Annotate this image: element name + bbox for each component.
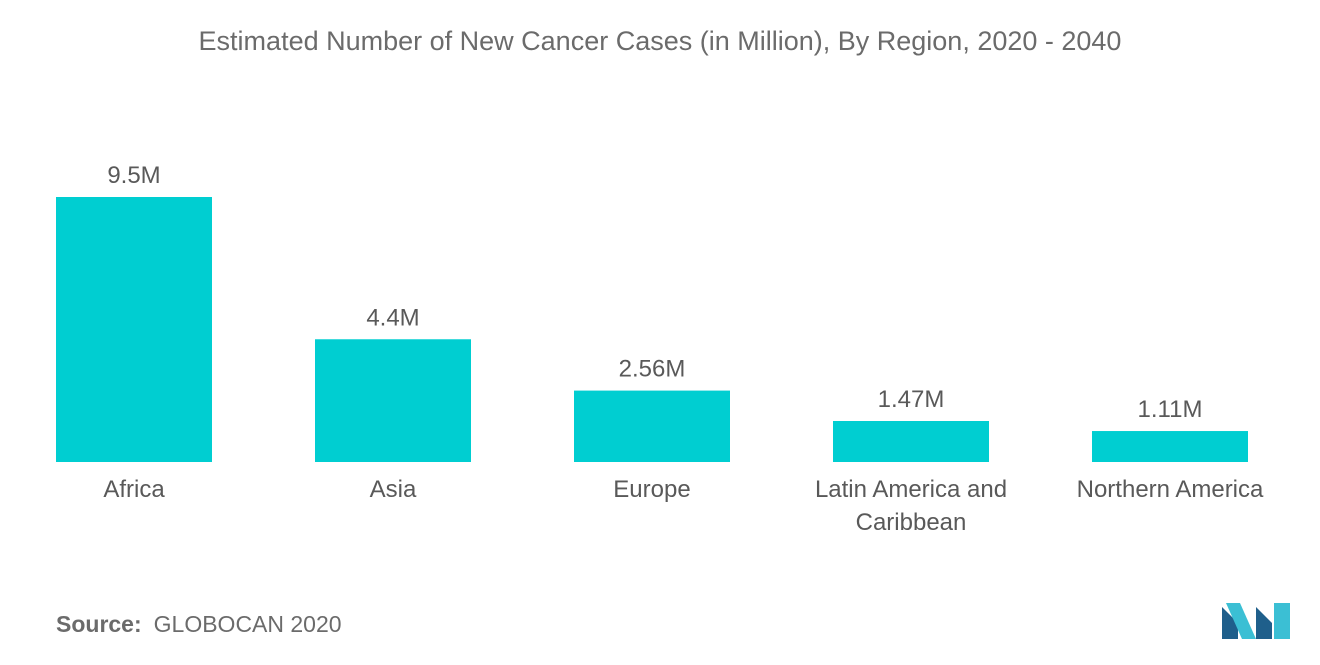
data-label-2: 4.4M (366, 304, 419, 331)
chart-title: Estimated Number of New Cancer Cases (in… (198, 26, 1122, 56)
bar-5 (1092, 431, 1248, 462)
category-label-line: Northern America (1077, 476, 1264, 503)
source-note: Source: GLOBOCAN 2020 (56, 611, 342, 638)
bar-chart: 9.5M 4.4M 2.56M 1.47M 1.11M Africa Asia Europe… (56, 162, 1264, 536)
brand-logo-icon (1222, 603, 1290, 639)
category-label-3: Europe (613, 476, 690, 503)
category-label-line: Asia (370, 476, 417, 503)
source-text: GLOBOCAN 2020 (153, 611, 342, 637)
data-label-1: 9.5M (107, 162, 160, 189)
category-label-2: Asia (370, 476, 417, 503)
category-label-line: Latin America and (815, 476, 1007, 503)
category-label-line: Caribbean (856, 509, 967, 536)
category-label-line: Europe (613, 476, 690, 503)
category-label-line: Africa (103, 476, 165, 503)
category-label-1: Africa (103, 476, 165, 503)
data-label-3: 2.56M (619, 356, 686, 383)
bars-layer (56, 197, 1248, 462)
category-labels-layer: Africa Asia Europe Latin America and Caribbe… (103, 476, 1264, 536)
bar-3 (574, 390, 730, 462)
category-label-4: Latin America and Caribbean (815, 476, 1007, 536)
bar-2 (315, 339, 471, 462)
category-label-5: Northern America (1077, 476, 1264, 503)
bar-1 (56, 197, 212, 462)
data-label-4: 1.47M (878, 386, 945, 413)
data-label-5: 1.11M (1138, 396, 1203, 423)
data-labels-layer: 9.5M 4.4M 2.56M 1.47M 1.11M (107, 162, 1202, 423)
bar-4 (833, 420, 989, 462)
source-label: Source: (56, 611, 142, 637)
